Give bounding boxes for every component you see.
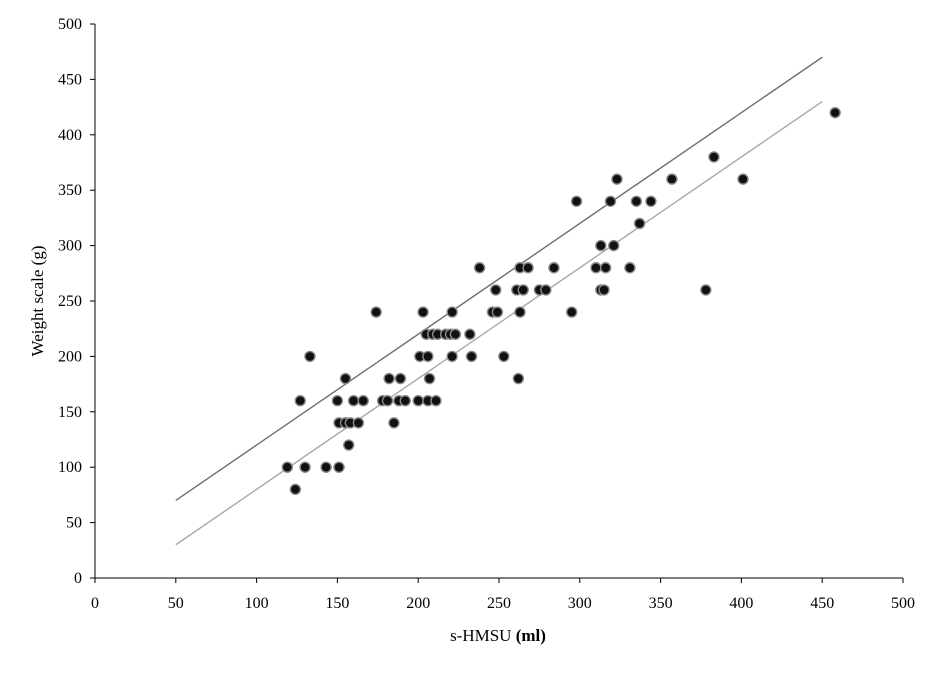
data-point — [423, 372, 436, 385]
data-point — [737, 173, 749, 185]
data-point — [446, 350, 458, 363]
data-point — [566, 306, 578, 318]
data-point — [465, 350, 478, 363]
data-point — [464, 328, 476, 340]
y-tick-label: 0 — [74, 570, 82, 587]
data-point — [517, 284, 529, 296]
data-point — [598, 284, 610, 296]
data-point — [394, 372, 407, 385]
data-point — [370, 306, 382, 318]
data-point — [633, 217, 646, 230]
data-point — [339, 372, 352, 385]
x-tick-label: 50 — [168, 595, 184, 612]
data-point — [357, 395, 369, 407]
data-point — [347, 395, 360, 407]
x-tick-label: 500 — [891, 595, 915, 612]
y-tick-label: 150 — [58, 404, 82, 421]
y-tick-label: 100 — [58, 459, 82, 476]
data-point — [352, 417, 365, 429]
data-point — [590, 262, 602, 274]
x-tick-label: 0 — [91, 595, 99, 612]
y-axis-title: Weight scale (g) — [28, 246, 47, 357]
data-point — [514, 306, 526, 318]
data-point — [595, 239, 607, 252]
data-point — [331, 395, 344, 407]
data-point — [294, 395, 306, 407]
x-tick-label: 250 — [487, 595, 511, 612]
y-tick-label: 50 — [66, 515, 82, 532]
data-point — [399, 395, 411, 407]
y-tick-label: 250 — [58, 293, 82, 310]
data-point — [299, 461, 311, 473]
y-tick-label: 200 — [58, 348, 82, 365]
x-tick-label: 150 — [325, 595, 349, 612]
data-point — [829, 106, 841, 119]
y-tick-label: 350 — [58, 182, 82, 199]
data-point — [645, 195, 657, 207]
data-point — [498, 350, 510, 363]
data-point — [599, 262, 612, 274]
data-point — [430, 395, 442, 407]
data-point — [570, 195, 583, 207]
data-point — [608, 239, 620, 252]
data-points — [281, 106, 841, 496]
data-point — [381, 395, 394, 407]
data-point — [700, 284, 712, 296]
data-point — [512, 372, 525, 385]
x-tick-label: 400 — [729, 595, 753, 612]
data-point — [281, 461, 294, 473]
y-axis-ticks: 0 50 100 150 200 250 300 350 400 450 500 — [58, 16, 95, 587]
data-point — [383, 372, 395, 385]
y-tick-label: 450 — [58, 71, 82, 88]
y-tick-label: 400 — [58, 127, 82, 144]
y-tick-label: 300 — [58, 238, 82, 255]
data-point — [446, 306, 458, 318]
x-axis-title: s-HMSU (ml) — [450, 626, 546, 645]
y-tick-label: 500 — [58, 16, 82, 33]
data-point — [320, 461, 332, 473]
data-point — [412, 395, 424, 407]
data-point — [388, 417, 400, 429]
x-tick-label: 450 — [810, 595, 834, 612]
data-point — [473, 262, 486, 274]
x-tick-label: 100 — [245, 595, 269, 612]
data-point — [522, 262, 534, 274]
data-point — [540, 284, 552, 296]
data-point — [491, 306, 504, 318]
data-point — [490, 284, 502, 296]
data-point — [449, 328, 462, 340]
data-point — [630, 195, 643, 207]
data-point — [624, 262, 636, 274]
data-point — [333, 461, 345, 473]
x-tick-label: 350 — [649, 595, 673, 612]
data-point — [343, 439, 355, 451]
data-point — [422, 350, 434, 363]
trend-line-1 — [175, 56, 823, 502]
data-point — [417, 306, 429, 318]
data-point — [708, 151, 720, 163]
data-point — [304, 350, 316, 363]
data-point — [289, 483, 302, 496]
data-point — [548, 262, 560, 274]
x-axis-ticks: 0 50 100 150 200 250 300 350 400 450 500 — [91, 578, 915, 612]
x-tick-label: 300 — [568, 595, 592, 612]
data-point — [611, 173, 623, 185]
x-tick-label: 200 — [406, 595, 430, 612]
data-point — [666, 173, 678, 185]
x-axis-unit: (ml) — [516, 626, 546, 645]
data-point — [604, 195, 617, 207]
trend-line-2 — [175, 100, 823, 546]
regression-lines — [175, 56, 823, 546]
